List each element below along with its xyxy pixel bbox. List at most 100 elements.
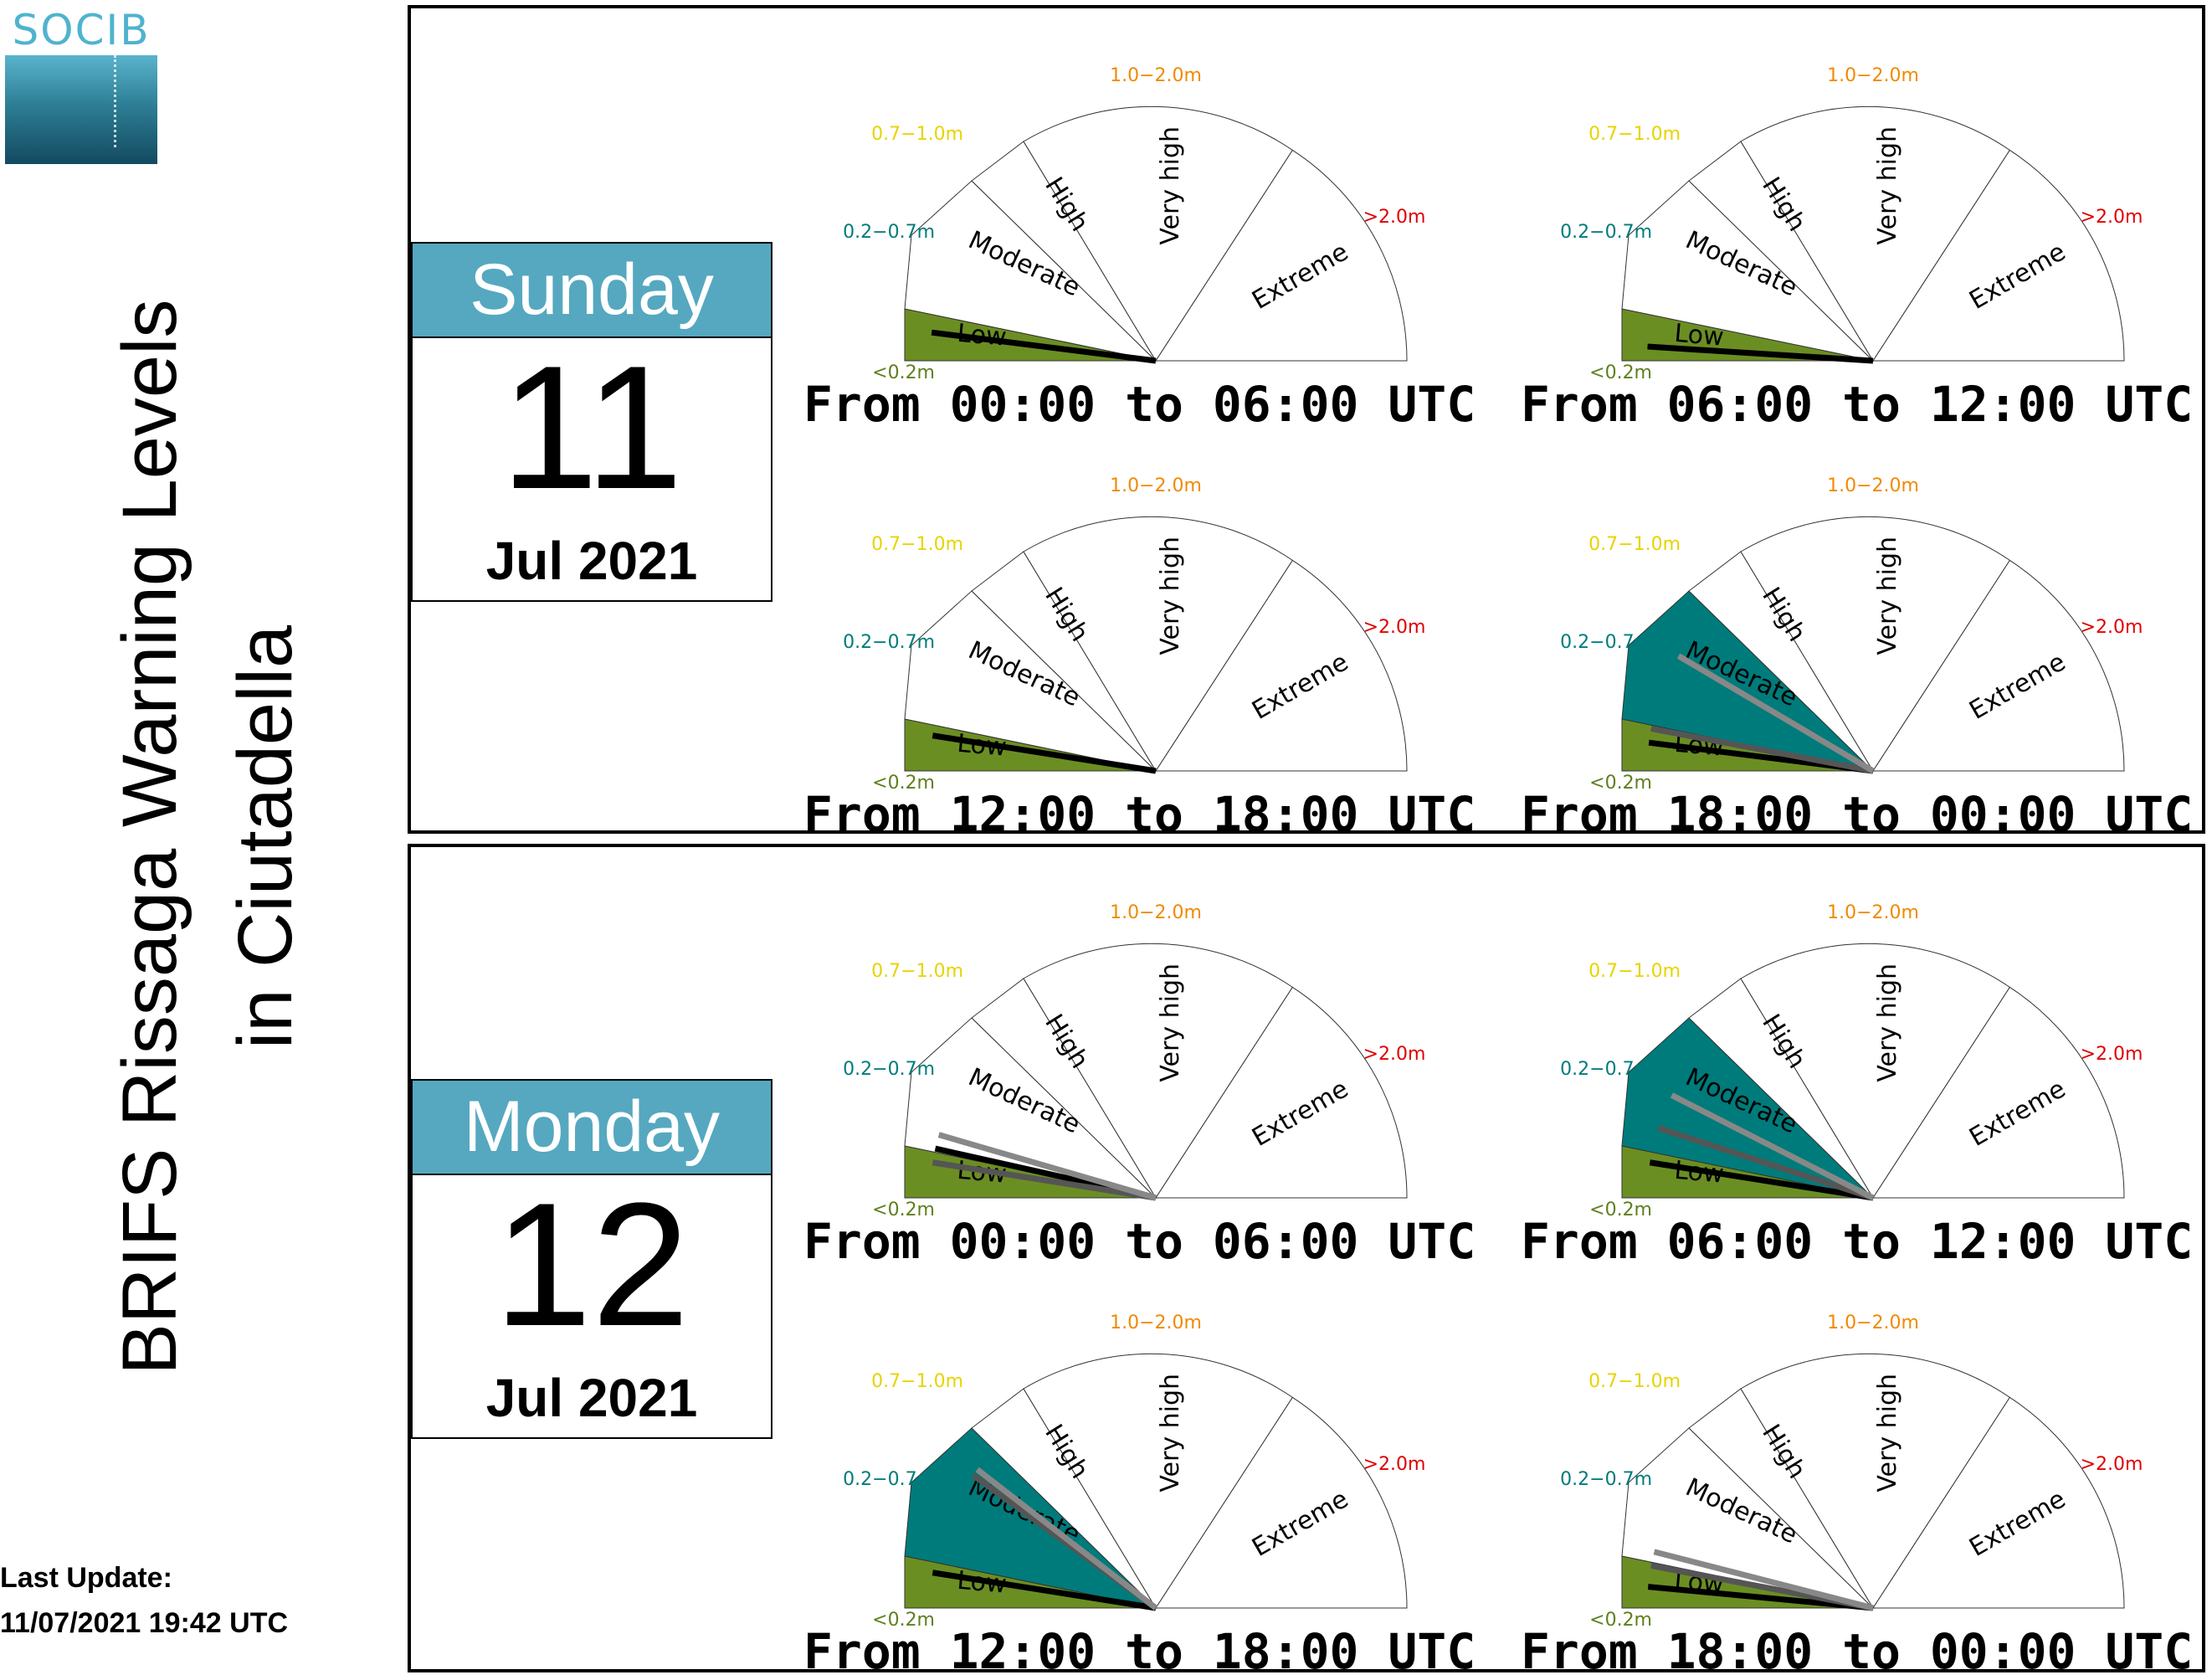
gauge-sector-extreme — [1155, 986, 1408, 1199]
gauge-range-label: 1.0−2.0m — [1827, 1313, 1919, 1333]
gauge-period-label: From 18:00 to 00:00 UTC — [1521, 1623, 2194, 1680]
gauge-sector-label: Very high — [1873, 537, 1902, 655]
gauge-range-label: 0.7−1.0m — [871, 534, 963, 555]
gauge-sector-label: Very high — [1873, 963, 1902, 1082]
gauge-range-label: 1.0−2.0m — [1827, 902, 1919, 923]
gauge-sector-label: Very high — [1873, 126, 1902, 245]
socib-logo-mark — [114, 55, 116, 147]
gauge-range-label: 0.7−1.0m — [1588, 534, 1681, 555]
calendar-card: Monday 12 Jul 2021 — [411, 1079, 772, 1439]
gauge-range-label: 0.2−0.7m — [843, 1469, 935, 1490]
gauge-needle — [1647, 1584, 1874, 1611]
gauge-range-label: >2.0m — [2081, 207, 2143, 228]
socib-logo: SOCIB — [3, 6, 159, 164]
gauge-needle — [931, 329, 1157, 364]
gauge-needle — [975, 1467, 1158, 1611]
gauge-needle — [1650, 725, 1874, 774]
gauge-range-label: 0.2−0.7m — [1560, 222, 1652, 243]
gauge-range-label: >2.0m — [1363, 617, 1426, 638]
socib-logo-text: SOCIB — [12, 6, 151, 54]
gauge-sector-label: Very high — [1156, 1374, 1185, 1492]
gauge-range-label: 0.2−0.7m — [1560, 1469, 1652, 1490]
gauge-range-label: 0.7−1.0m — [871, 1371, 963, 1392]
gauge-period-label: From 18:00 to 00:00 UTC — [1521, 786, 2194, 843]
calendar-month-year: Jul 2021 — [485, 1368, 698, 1428]
gauge-needle — [932, 1159, 1157, 1201]
last-update: Last Update: 11/07/2021 19:42 UTC — [0, 1555, 288, 1646]
gauge-sector-extreme — [1155, 559, 1408, 772]
gauge-range-label: 1.0−2.0m — [1110, 902, 1202, 923]
gauge-range-label: <0.2m — [872, 1610, 935, 1626]
last-update-value: 11/07/2021 19:42 UTC — [0, 1607, 289, 1639]
gauge-sector-extreme — [1872, 559, 2125, 772]
gauge-range-label: 0.2−0.7m — [843, 222, 935, 243]
gauge-range-label: 0.7−1.0m — [1588, 1371, 1681, 1392]
gauge-needle — [1676, 653, 1875, 774]
gauge-needle — [1649, 1159, 1874, 1201]
gauge-period-label: From 00:00 to 06:00 UTC — [803, 1213, 1476, 1270]
gauge-range-label: 1.0−2.0m — [1110, 1313, 1202, 1333]
gauge-range-label: 1.0−2.0m — [1110, 475, 1202, 496]
gauge-range-label: <0.2m — [1589, 1200, 1652, 1216]
socib-logo-graphic — [5, 55, 157, 164]
gauge-sector-extreme — [1872, 986, 2125, 1199]
gauge-needle — [1647, 343, 1874, 364]
gauge-sector-label: Very high — [1873, 1374, 1902, 1492]
page-title-line-2: in Ciutadella — [223, 624, 308, 1050]
gauge-range-label: >2.0m — [2081, 1044, 2143, 1065]
gauge-sector-extreme — [1872, 1396, 2125, 1609]
gauge-sector-extreme — [1155, 149, 1408, 362]
gauge-range-label: 0.2−0.7m — [1560, 632, 1652, 653]
gauge-needle — [932, 1570, 1157, 1611]
calendar-card: Sunday 11 Jul 2021 — [411, 242, 772, 602]
calendar-weekday: Sunday — [413, 244, 771, 338]
gauge-range-label: <0.2m — [872, 362, 935, 379]
gauge-range-label: 0.2−0.7m — [843, 1059, 935, 1080]
gauge-needle — [932, 732, 1157, 774]
gauge-range-label: <0.2m — [872, 1200, 935, 1216]
gauge-range-label: >2.0m — [1363, 1044, 1426, 1065]
gauge-sector-extreme — [1155, 1396, 1408, 1609]
calendar-day: 11 — [500, 329, 683, 526]
gauge-sector-very-high — [1023, 943, 1294, 1199]
gauge-range-label: >2.0m — [1363, 1454, 1426, 1475]
gauge-needle — [1670, 1092, 1875, 1201]
gauge-period-label: From 12:00 to 18:00 UTC — [803, 1623, 1476, 1680]
gauge-sector-very-high — [1740, 516, 2011, 772]
last-update-label: Last Update: — [0, 1562, 172, 1594]
calendar-weekday: Monday — [413, 1081, 771, 1175]
page-title: BRIFS Rissaga Warning Levels in Ciutadel… — [92, 251, 323, 1423]
gauge-range-label: 0.7−1.0m — [871, 961, 963, 982]
gauge-range-label: 0.7−1.0m — [871, 124, 963, 145]
gauge-sector-extreme — [1872, 149, 2125, 362]
gauge-range-label: 0.7−1.0m — [1588, 124, 1681, 145]
gauge-needle — [937, 1132, 1157, 1201]
gauge-sector-label: Very high — [1156, 963, 1185, 1082]
calendar-day: 12 — [494, 1166, 690, 1363]
gauge-period-label: From 12:00 to 18:00 UTC — [803, 786, 1476, 843]
gauge-range-label: 0.2−0.7m — [1560, 1059, 1652, 1080]
page-title-line-1: BRIFS Rissaga Warning Levels — [107, 299, 192, 1375]
gauge-range-label: >2.0m — [2081, 617, 2143, 638]
gauge-range-label: 0.7−1.0m — [1588, 961, 1681, 982]
gauge-period-label: From 06:00 to 12:00 UTC — [1521, 1213, 2194, 1270]
gauge-range-label: <0.2m — [1589, 1610, 1652, 1626]
gauge-needle — [1653, 1549, 1874, 1611]
gauge-sector-very-high — [1023, 105, 1294, 362]
gauge-sector-very-high — [1740, 105, 2011, 362]
gauge-range-label: 0.2−0.7m — [843, 632, 935, 653]
gauge-range-label: <0.2m — [1589, 773, 1652, 789]
